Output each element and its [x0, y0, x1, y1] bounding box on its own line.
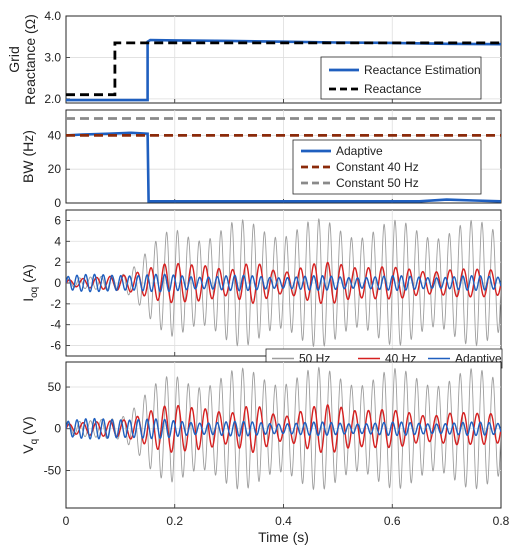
series-group [66, 366, 501, 491]
x-tick-label: 0.2 [166, 514, 183, 528]
x-axis-label: Time (s) [258, 529, 309, 545]
y-axis-label: BW (Hz) [20, 130, 36, 183]
x-tick-label: 0.8 [493, 514, 510, 528]
series-40-hz-trace [66, 261, 501, 304]
panel-1: 2.0 3.0 4.0 GridReactance (Ω) Reactance Esti… [6, 9, 502, 106]
series-group [66, 117, 501, 203]
y-tick-label: 2 [54, 255, 61, 269]
legend-label-constant-50-hz: Constant 50 Hz [336, 176, 419, 190]
y-tick-label: -2 [50, 297, 61, 311]
y-tick-label: 0 [54, 276, 61, 290]
y-axis-label: Vq (V) [20, 416, 40, 453]
y-tick-label: 20 [48, 162, 62, 176]
y-tick-label: -4 [50, 318, 61, 332]
legend-label-reactance-estimation: Reactance Estimation [364, 63, 481, 77]
series-40-hz-trace [66, 404, 501, 454]
y-tick-label: 0 [54, 196, 61, 210]
y-tick-label: -50 [44, 463, 62, 477]
y-axis-label: GridReactance (Ω) [6, 14, 38, 105]
legend-label-constant-40-hz: Constant 40 Hz [336, 160, 419, 174]
legend: Adaptive Constant 40 Hz Constant 50 Hz [292, 139, 482, 195]
series-adaptive-line [66, 131, 501, 203]
y-tick-label: 4.0 [44, 9, 61, 23]
legend-label-adaptive: Adaptive [336, 144, 383, 158]
panel-4: 50 0 -50 Vq (V) 0 0.2 0.4 0.6 0.8 Time (s) [20, 361, 510, 545]
panel-2: 0 20 40 BW (Hz) Adaptive Constant 40 Hz Consta… [20, 109, 502, 210]
x-tick-label: 0.4 [275, 514, 292, 528]
y-tick-label: -6 [50, 339, 61, 353]
series-reactance-line [66, 41, 501, 97]
series-adaptive-trace [66, 417, 501, 440]
legend-label-reactance: Reactance [364, 82, 422, 96]
y-axis-label: Ioq (A) [20, 264, 40, 302]
y-tick-label: 4 [54, 234, 61, 248]
y-tick-label: 6 [54, 213, 61, 227]
series-group [66, 38, 501, 102]
x-tick-label: 0.6 [384, 514, 401, 528]
y-tick-label: 40 [48, 128, 62, 142]
series-group [66, 218, 501, 348]
x-tick-label: 0 [63, 514, 70, 528]
y-tick-label: 50 [48, 380, 62, 394]
y-tick-label: 0 [54, 422, 61, 436]
legend: Reactance Estimation Reactance [320, 56, 482, 100]
y-tick-label: 2.0 [44, 92, 61, 106]
series-adaptive-trace [66, 273, 501, 293]
y-tick-label: 3.0 [44, 50, 61, 64]
